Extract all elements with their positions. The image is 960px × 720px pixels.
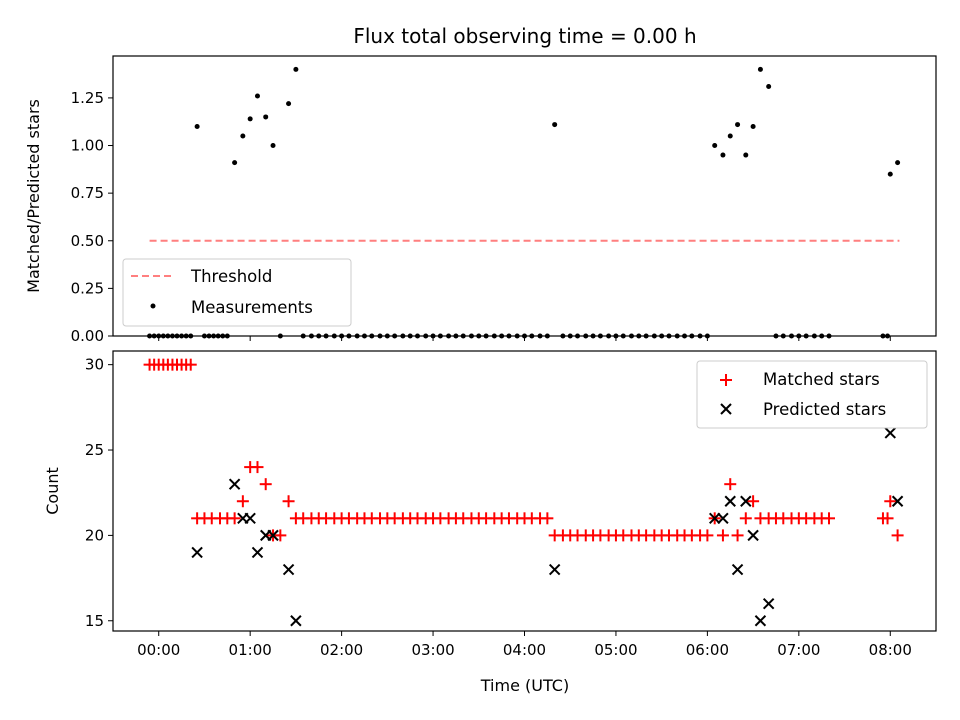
top-y-tick-label: 0.50 [71,232,104,250]
matched-star-point [251,461,264,474]
measurement-point [232,160,238,166]
measurement-point [194,123,200,129]
legend-predicted-label: Predicted stars [763,400,886,419]
x-tick-label: 08:00 [869,641,912,659]
matched-star-point [701,529,714,542]
x-axis-label: Time (UTC) [480,676,569,695]
measurement-point [293,66,299,72]
bottom-axes-frame [112,350,937,632]
matched-star-point [747,495,760,508]
measurement-point [757,66,763,72]
predicted-star-point [891,495,904,507]
predicted-star-point [724,495,736,507]
matched-star-point [716,529,729,542]
bottom-y-tick-label: 30 [85,356,104,374]
measurement-point [735,122,741,128]
x-tick-label: 06:00 [686,641,729,659]
top-y-tick-label: 1.25 [71,89,104,107]
top-legend: Threshold Measurements [122,258,352,327]
x-tick-label: 01:00 [229,641,272,659]
matched-star-point [282,495,295,508]
measurement-point [743,152,749,158]
measurement-point [240,133,246,139]
measurement-point [247,116,253,122]
matched-star-point [724,478,737,491]
bottom-legend: Matched stars Predicted stars [696,360,928,429]
measurement-point [750,123,756,129]
matched-star-point [274,529,287,542]
matched-star-point [884,495,897,508]
predicted-star-point [754,615,767,627]
measurement-point [712,143,718,149]
top-y-tick-label: 0.75 [71,184,104,202]
legend-predicted-swatch [720,403,732,415]
top-y-tick-label: 0.00 [71,327,104,345]
top-y-tick-label: 0.25 [71,279,104,297]
predicted-star-point [228,478,241,490]
predicted-star-point [717,512,729,525]
legend-matched-swatch [720,374,732,386]
predicted-star-point [267,529,279,542]
legend-threshold-label: Threshold [190,267,272,286]
measurement-point [895,160,901,166]
matched-star-point [731,529,744,542]
predicted-star-point [731,563,744,576]
predicted-star-point [747,529,759,542]
measurement-point [286,101,292,107]
matched-star-point [541,512,554,525]
predicted-star-point [251,546,264,559]
predicted-star-point [548,563,561,576]
bottom-y-tick-label: 15 [85,612,104,630]
measurement-point [727,133,733,139]
matched-star-point [739,512,752,525]
measurement-point [263,114,269,120]
x-tick-label: 03:00 [411,641,454,659]
bottom-y-axis-label: Count [43,467,62,515]
legend-measurements-label: Measurements [191,298,313,317]
top-y-axis-label: Matched/Predicted stars [24,99,43,293]
predicted-star-point [708,512,721,525]
legend-measurements-swatch [150,303,156,309]
predicted-star-point [244,512,256,525]
matched-star-point [236,495,249,508]
matched-star-point [881,512,894,525]
legend-matched-label: Matched stars [763,370,880,389]
predicted-star-point [884,427,896,439]
predicted-star-point [762,597,775,610]
predicted-star-point [290,615,302,627]
measurement-point [552,122,558,128]
x-tick-label: 05:00 [594,641,637,659]
chart-title: Flux total observing time = 0.00 h [353,24,696,48]
x-tick-label: 00:00 [137,641,180,659]
matched-star-point [891,529,904,542]
top-y-tick-label: 1.00 [71,137,104,155]
x-tick-label: 07:00 [777,641,820,659]
x-tick-label: 04:00 [503,641,546,659]
measurement-point [766,83,772,89]
predicted-star-point [282,563,295,576]
top-axes-frame [112,55,937,337]
matched-star-point [228,512,241,525]
matched-star-point [823,512,836,525]
matched-star-point [184,358,197,371]
bottom-y-tick-label: 25 [85,441,104,459]
x-tick-label: 02:00 [320,641,363,659]
measurement-point [720,152,726,158]
measurement-point [887,171,893,177]
predicted-star-point [191,546,203,559]
bottom-y-tick-label: 20 [85,526,104,544]
measurement-point [270,143,276,149]
ratio-plot-panel: Flux total observing time = 0.00 h 0.00 0… [24,24,937,345]
count-plot-panel: 15 20 25 30 00:00 01:00 02:00 03:00 04:00 05:00 0… [43,350,937,695]
measurement-point [254,93,260,99]
matched-star-point [259,478,272,491]
predicted-star-point [740,495,752,507]
